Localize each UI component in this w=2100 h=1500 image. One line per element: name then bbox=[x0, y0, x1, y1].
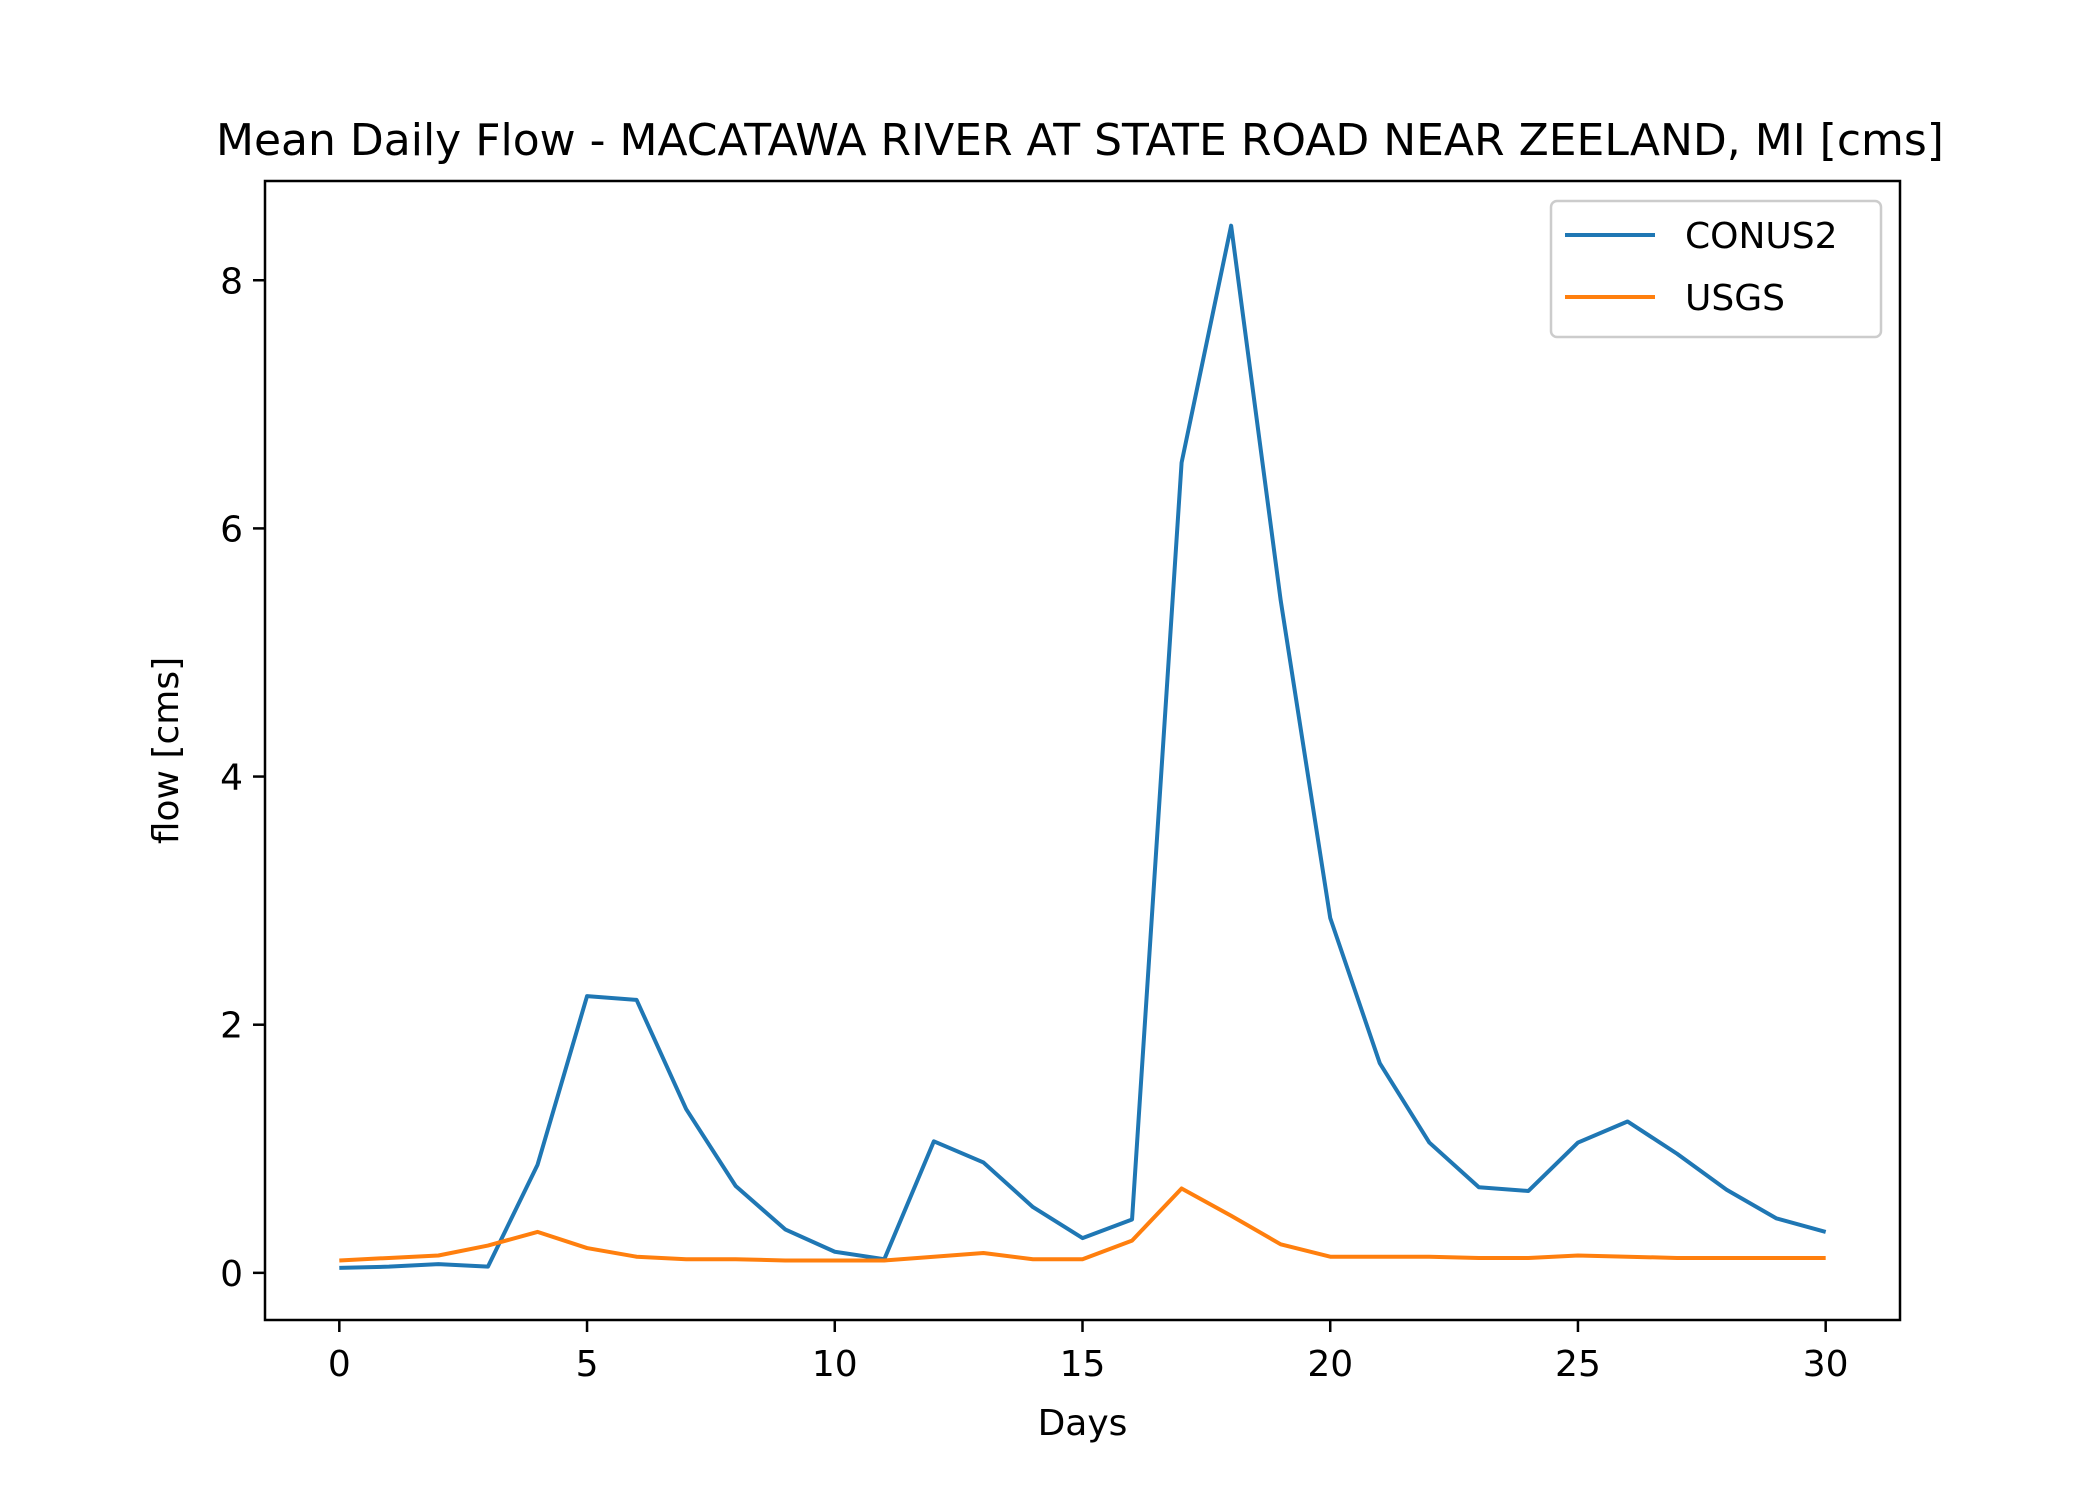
y-tick-label: 2 bbox=[220, 1006, 243, 1047]
x-tick-label: 15 bbox=[1060, 1344, 1106, 1385]
y-tick-label: 4 bbox=[220, 758, 243, 799]
x-tick-label: 20 bbox=[1307, 1344, 1353, 1385]
series-line-conus2 bbox=[339, 223, 1827, 1270]
y-axis-label: flow [cms] bbox=[146, 657, 187, 844]
x-tick-label: 0 bbox=[328, 1344, 351, 1385]
legend-label-usgs: USGS bbox=[1685, 278, 1785, 319]
y-axis-ticks: 0 2 4 6 8 bbox=[220, 261, 265, 1295]
x-tick-label: 10 bbox=[812, 1344, 858, 1385]
x-tick-label: 5 bbox=[576, 1344, 599, 1385]
series-layer bbox=[339, 223, 1827, 1270]
y-tick-label: 8 bbox=[220, 261, 243, 302]
legend-label-conus2: CONUS2 bbox=[1685, 216, 1838, 257]
x-tick-label: 30 bbox=[1803, 1344, 1849, 1385]
chart-title: Mean Daily Flow - MACATAWA RIVER AT STAT… bbox=[216, 115, 1944, 166]
legend: CONUS2 USGS bbox=[1549, 199, 1883, 339]
x-axis-ticks: 0 5 10 15 20 25 30 bbox=[328, 1320, 1849, 1385]
y-tick-label: 0 bbox=[220, 1254, 243, 1295]
x-axis-label: Days bbox=[1038, 1403, 1128, 1444]
series-line-usgs bbox=[339, 1186, 1826, 1263]
x-tick-label: 25 bbox=[1555, 1344, 1601, 1385]
y-tick-label: 6 bbox=[220, 509, 243, 550]
